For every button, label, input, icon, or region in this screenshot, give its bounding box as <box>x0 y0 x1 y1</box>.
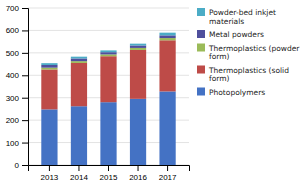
y-tick-label: 300 <box>6 94 20 103</box>
x-tick-label: 2016 <box>129 173 147 182</box>
legend-label: Thermoplastics (solidform) <box>208 66 289 84</box>
y-axis-line <box>22 9 29 166</box>
legend-swatch <box>197 44 205 52</box>
legend-label: Powder-bed inkjetmaterials <box>209 8 276 26</box>
y-tick-label: 100 <box>6 139 20 148</box>
y-tick-mark <box>22 143 28 144</box>
bars <box>41 33 175 165</box>
legend-swatch <box>197 88 205 96</box>
legend-label: Metal powders <box>209 30 264 39</box>
y-tick-label: 200 <box>6 116 20 125</box>
x-tick-label: 2015 <box>100 173 118 182</box>
bar-segment <box>159 40 175 91</box>
y-tick-label: 500 <box>6 49 20 58</box>
y-tick-label: 700 <box>6 4 20 13</box>
plot: 0100200300400500600700201320142015201620… <box>6 4 190 182</box>
x-tick: 2014 <box>70 165 88 182</box>
series <box>41 33 175 65</box>
x-tick-label: 2017 <box>159 173 177 182</box>
y-tick-mark <box>22 75 28 76</box>
x-tick: 2013 <box>41 165 59 182</box>
chart: 0100200300400500600700201320142015201620… <box>0 0 301 183</box>
series <box>41 38 175 69</box>
y-tick-mark <box>22 8 28 9</box>
y-tick-mark <box>22 30 28 31</box>
legend-label: Thermoplastics (powderform) <box>208 44 300 62</box>
bar-segment <box>41 63 57 65</box>
series <box>41 40 175 109</box>
y-tick: 400 <box>6 71 28 80</box>
x-tick: 2017 <box>159 165 177 182</box>
series <box>41 91 175 165</box>
legend-swatch <box>197 30 205 38</box>
grid <box>28 8 189 165</box>
bar-segment <box>71 58 87 61</box>
bar-segment <box>71 106 87 165</box>
x-tick-mark <box>167 165 168 171</box>
bar-segment <box>130 45 146 47</box>
legend-swatch <box>197 66 205 74</box>
grid-line <box>28 8 189 9</box>
y-tick-mark <box>22 98 28 99</box>
y-tick: 0 <box>15 161 28 170</box>
y-tick-label: 400 <box>6 71 20 80</box>
x-tick-label: 2013 <box>41 173 59 182</box>
grid-line <box>28 30 189 31</box>
x-tick: 2016 <box>129 165 147 182</box>
legend-item: Powder-bed inkjetmaterials <box>197 8 276 26</box>
bar-segment <box>100 52 116 54</box>
bar-segment <box>71 63 87 106</box>
legend-item: Thermoplastics (solidform) <box>197 66 289 84</box>
y-tick-label: 0 <box>15 161 20 170</box>
bar-segment <box>41 69 57 109</box>
bar-segment <box>159 38 175 40</box>
y-tick: 700 <box>6 4 28 13</box>
y-tick: 100 <box>6 139 28 148</box>
y-tick-mark <box>22 165 28 166</box>
y-tick: 300 <box>6 94 28 103</box>
bar-segment <box>130 48 146 50</box>
bar-segment <box>71 61 87 63</box>
bar-segment <box>71 57 87 59</box>
legend-label: Photopolymers <box>209 88 265 97</box>
y-tick: 200 <box>6 116 28 125</box>
legend-item: Metal powders <box>197 30 264 39</box>
x-axis: 2013 2014 2015 2016 2017 <box>29 165 190 182</box>
legend-swatch <box>197 8 205 16</box>
legend-item: Photopolymers <box>197 88 265 97</box>
bar-segment <box>41 68 57 70</box>
y-tick-mark <box>22 53 28 54</box>
x-tick: 2015 <box>100 165 118 182</box>
bar-segment <box>130 44 146 46</box>
bar-segment <box>159 91 175 165</box>
bar-segment <box>100 56 116 102</box>
bar-segment <box>100 102 116 165</box>
legend: Powder-bed inkjetmaterials Metal powders T… <box>197 8 300 97</box>
y-tick: 500 <box>6 49 28 58</box>
bar-segment <box>41 109 57 165</box>
y-axis: 0 100 200 300 400 500 600 700 <box>6 4 29 170</box>
x-tick-label: 2014 <box>70 173 88 182</box>
y-tick: 600 <box>6 26 28 35</box>
y-tick-mark <box>22 120 28 121</box>
legend-item: Thermoplastics (powderform) <box>197 44 300 62</box>
x-tick-mark <box>138 165 139 171</box>
bar-segment <box>130 99 146 165</box>
x-tick-mark <box>49 165 50 171</box>
bar-segment <box>159 33 175 36</box>
x-tick-mark <box>108 165 109 171</box>
y-tick-label: 600 <box>6 26 20 35</box>
x-tick-mark <box>78 165 79 171</box>
bar-segment <box>100 50 116 52</box>
series <box>41 35 175 67</box>
bar-segment <box>100 54 116 56</box>
x-axis-line <box>29 166 190 172</box>
bar-segment <box>159 35 175 38</box>
bar-segment <box>41 65 57 68</box>
bar-segment <box>130 50 146 99</box>
